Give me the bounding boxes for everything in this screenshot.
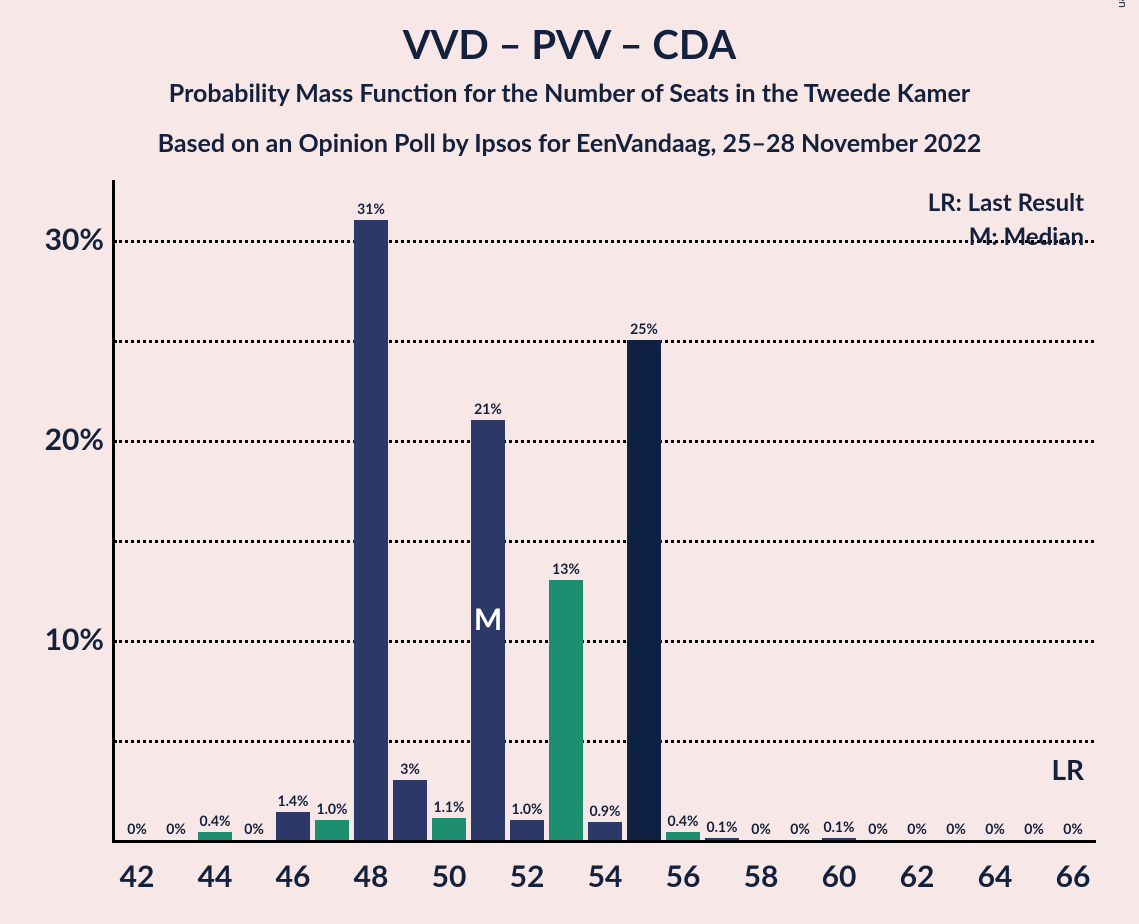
bar-value-label: 0%: [1048, 820, 1098, 837]
bar-value-label: 25%: [619, 320, 669, 337]
legend-m: M: Median: [969, 222, 1084, 251]
bar: [510, 820, 544, 840]
grid-line-major: [114, 440, 1094, 443]
bar-value-label: 13%: [541, 560, 591, 577]
bar: [666, 832, 700, 840]
x-tick-label: 64: [965, 858, 1025, 894]
bar: [549, 580, 583, 840]
bar-value-label: 0.9%: [580, 802, 630, 819]
y-tick-label: 30%: [10, 221, 104, 257]
bar: [432, 818, 466, 840]
bar: [588, 822, 622, 840]
credit-text: © 2022 Filip van Laenen: [1116, 0, 1131, 8]
x-tick-label: 52: [497, 858, 557, 894]
bar-value-label: 1.0%: [307, 800, 357, 817]
x-tick-label: 62: [887, 858, 947, 894]
x-tick-label: 58: [731, 858, 791, 894]
bar: [198, 832, 232, 840]
bar-value-label: 1.1%: [424, 798, 474, 815]
x-tick-label: 44: [185, 858, 245, 894]
y-axis: [112, 180, 115, 843]
x-tick-label: 54: [575, 858, 635, 894]
grid-line-minor: [114, 540, 1094, 543]
grid-line-major: [114, 640, 1094, 643]
x-tick-label: 46: [263, 858, 323, 894]
legend-lr: LR: Last Result: [928, 188, 1084, 217]
median-marker: M: [471, 601, 505, 637]
chart-title: VVD – PVV – CDA: [0, 20, 1139, 68]
bar-value-label: 1.0%: [502, 800, 552, 817]
x-axis: [112, 840, 1096, 843]
x-tick-label: 60: [809, 858, 869, 894]
grid-line-minor: [114, 740, 1094, 743]
x-tick-label: 42: [107, 858, 167, 894]
y-tick-label: 20%: [10, 421, 104, 457]
bar: [354, 220, 388, 840]
bar: [393, 780, 427, 840]
x-tick-label: 48: [341, 858, 401, 894]
plot-area: 10%20%30%424446485052545658606264660%0%0…: [114, 180, 1094, 840]
chart-subtitle-1: Probability Mass Function for the Number…: [0, 78, 1139, 108]
grid-line-major: [114, 240, 1094, 243]
bar: [705, 838, 739, 840]
bar: [276, 812, 310, 840]
grid-line-minor: [114, 340, 1094, 343]
bar: [627, 340, 661, 840]
y-tick-label: 10%: [10, 621, 104, 657]
x-tick-label: 66: [1043, 858, 1103, 894]
lr-marker: LR: [1051, 752, 1084, 786]
x-tick-label: 50: [419, 858, 479, 894]
x-tick-label: 56: [653, 858, 713, 894]
bar-value-label: 31%: [346, 200, 396, 217]
bar-value-label: 0%: [229, 820, 279, 837]
bar-value-label: 21%: [463, 400, 513, 417]
bar: [822, 838, 856, 840]
bar: [315, 820, 349, 840]
bar-value-label: 3%: [385, 760, 435, 777]
chart-subtitle-2: Based on an Opinion Poll by Ipsos for Ee…: [0, 128, 1139, 158]
